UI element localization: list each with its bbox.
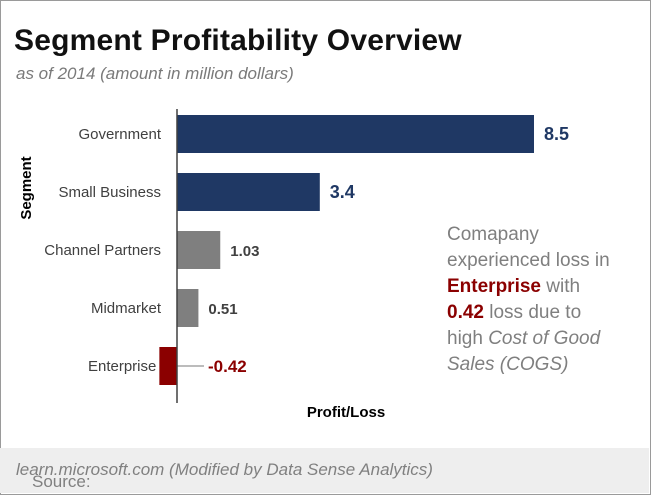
- category-label: Government: [78, 126, 161, 143]
- source-link: learn.microsoft.com (Modified by Data Se…: [16, 460, 433, 479]
- value-label: -0.42: [208, 357, 247, 376]
- bar: [177, 289, 199, 327]
- annotation-cause-1: Cost of Good: [488, 328, 601, 349]
- annotation-line-6: Sales (COGS): [447, 352, 647, 378]
- category-label: Small Business: [58, 184, 161, 201]
- source-footer: Source: learn.microsoft.com (Modified by…: [0, 448, 649, 493]
- value-label: 0.51: [208, 301, 237, 318]
- annotation-line-4: 0.42 loss due to: [447, 300, 647, 326]
- annotation-amount: 0.42: [447, 302, 484, 323]
- loss-annotation: Comapany experienced loss in Enterprise …: [447, 222, 647, 378]
- bar: [177, 231, 221, 269]
- source-prefix: Source:: [32, 472, 91, 491]
- annotation-line-3: Enterprise with: [447, 274, 647, 300]
- category-label: Midmarket: [91, 300, 162, 317]
- y-axis-title: Segment: [18, 156, 35, 219]
- annotation-line-5: high Cost of Good: [447, 326, 647, 352]
- source-text: Source: learn.microsoft.com (Modified by…: [16, 460, 433, 491]
- x-axis-title: Profit/Loss: [307, 404, 385, 421]
- annotation-line-3-tail: with: [540, 276, 581, 297]
- value-label: 3.4: [330, 182, 355, 202]
- annotation-segment: Enterprise: [447, 276, 541, 297]
- bar: [159, 347, 177, 385]
- annotation-line-5-head: high: [447, 328, 489, 349]
- chart-title: Segment Profitability Overview: [14, 24, 462, 57]
- value-label: 1.03: [230, 243, 259, 260]
- bar: [177, 173, 320, 211]
- bar: [177, 115, 534, 153]
- annotation-line-2: experienced loss in: [447, 250, 610, 271]
- category-label: Enterprise: [88, 358, 156, 375]
- chart-subtitle: as of 2014 (amount in million dollars): [16, 64, 294, 83]
- annotation-line-4-tail: loss due to: [483, 302, 582, 323]
- annotation-cause-2: Sales (COGS): [447, 354, 569, 375]
- value-label: 8.5: [544, 124, 569, 144]
- category-label: Channel Partners: [44, 242, 161, 259]
- annotation-line-1: Comapany: [447, 224, 539, 245]
